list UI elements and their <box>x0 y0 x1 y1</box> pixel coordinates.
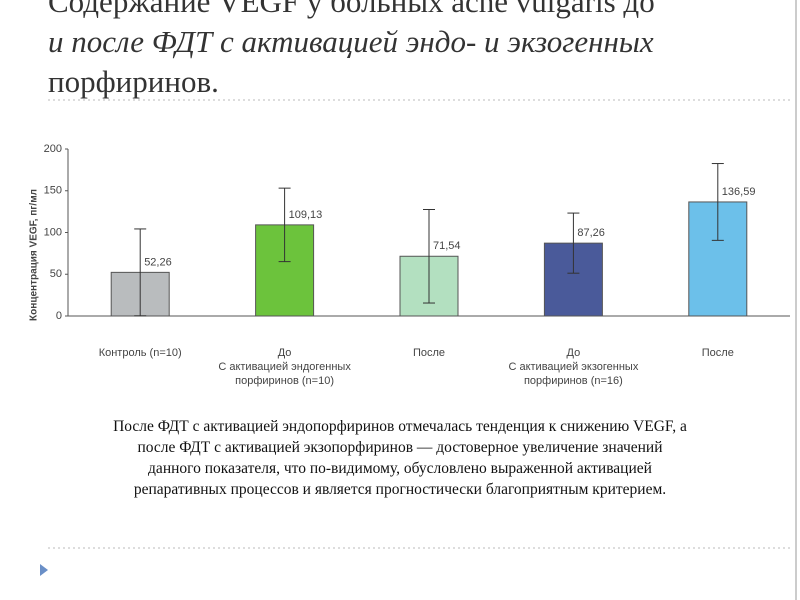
title-line: и после ФДТ с активацией эндо- и экзоген… <box>48 24 654 59</box>
title-line: порфиринов. <box>48 64 219 99</box>
y-tick-label: 50 <box>50 268 62 280</box>
y-tick-label: 200 <box>44 143 62 155</box>
caption: После ФДТ с активацией эндопорфиринов от… <box>113 418 687 498</box>
x-tick-label: До С активацией экзогенных порфиринов (n… <box>508 347 639 387</box>
x-tick-label: После <box>701 347 734 359</box>
value-label: 87,26 <box>577 227 605 239</box>
y-tick-label: 0 <box>56 310 62 322</box>
y-tick-label: 150 <box>44 185 62 197</box>
value-label: 52,26 <box>144 256 172 268</box>
x-tick-label: До С активацией эндогенных порфиринов (n… <box>218 347 351 387</box>
value-label: 136,59 <box>722 186 756 198</box>
y-tick-label: 100 <box>44 226 62 238</box>
title: Содержание VEGF у больных acne vulgaris … <box>48 0 768 102</box>
y-axis-label: Концентрация VEGF, пг/мл <box>29 189 40 321</box>
value-label: 71,54 <box>433 240 461 252</box>
bullet-icon <box>40 564 48 576</box>
value-label: 109,13 <box>289 209 323 221</box>
x-tick-label: Контроль (n=10) <box>98 347 182 359</box>
x-tick-label: После <box>412 347 446 359</box>
title-line: Содержание VEGF у больных acne vulgaris … <box>48 0 655 19</box>
